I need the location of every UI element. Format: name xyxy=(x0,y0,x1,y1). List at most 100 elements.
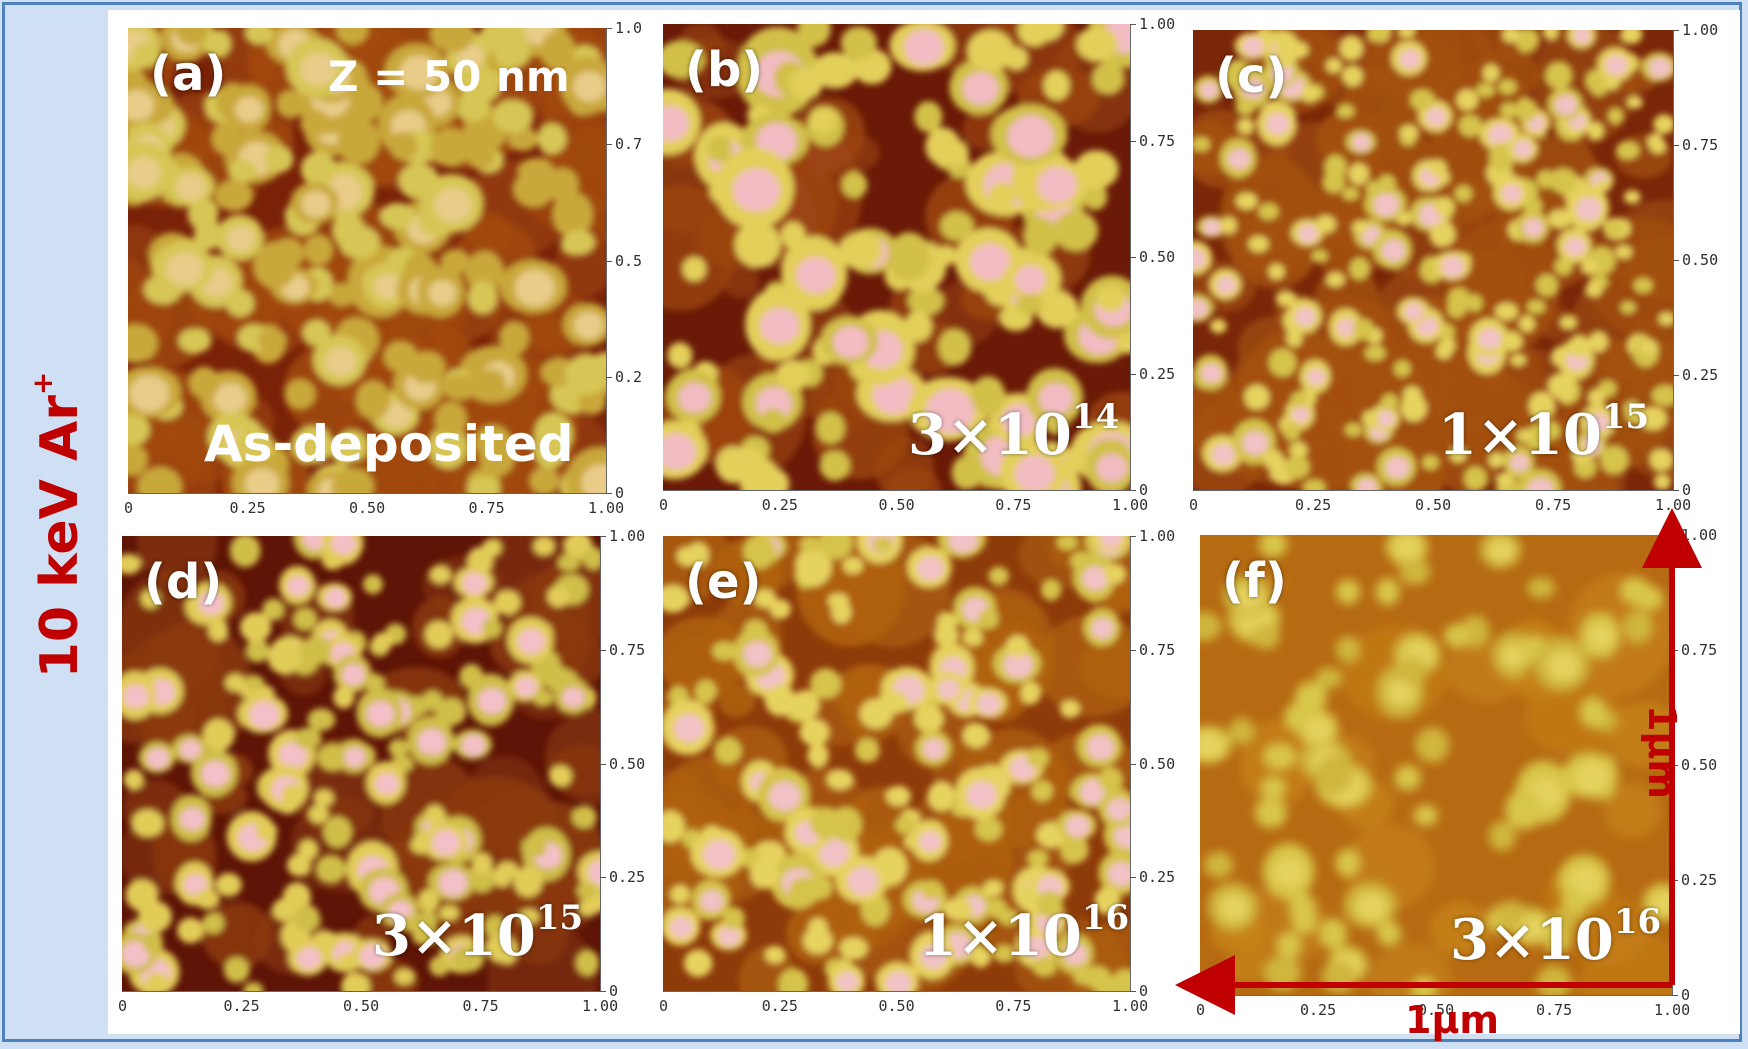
x-tick-label: 0.75 xyxy=(995,997,1032,1015)
x-tick-label: 0.75 xyxy=(462,997,499,1015)
y-tick-label: 0.75 xyxy=(1130,132,1175,150)
y-tick-label: 1.0 xyxy=(606,19,642,37)
scale-bar-y-label: 1μm xyxy=(1640,705,1684,799)
afm-image xyxy=(663,24,1130,490)
afm-topography xyxy=(663,24,1130,490)
y-tick-label: 0.25 xyxy=(1673,366,1718,384)
panel-label: (d) xyxy=(144,554,223,610)
y-tick-label: 0.50 xyxy=(1673,251,1718,269)
x-tick-label: 0.25 xyxy=(761,997,798,1015)
panel-label: (b) xyxy=(685,42,764,98)
x-tick-label: 0.50 xyxy=(343,997,380,1015)
afm-panel-a: 1.0 0.7 0.5 0.2 0 0 0.25 0.50 0.75 1.00 (a) Z = 50 … xyxy=(124,19,642,517)
fluence-exponent: 16 xyxy=(1613,902,1662,943)
x-tick-label: 1.00 xyxy=(1654,1001,1691,1019)
y-tick-label: 1.00 xyxy=(600,527,645,545)
y-tick-label: 0.75 xyxy=(600,641,645,659)
x-tick-label: 0 xyxy=(659,496,669,514)
ion-beam-text: 10 keV Ar xyxy=(30,395,90,679)
y-tick-label: 0.25 xyxy=(1130,868,1175,886)
fluence-base: 3×10 xyxy=(1450,907,1614,973)
y-tick-label: 0.75 xyxy=(1130,641,1175,659)
x-tick-label: 0.50 xyxy=(1415,496,1452,514)
x-tick-label: 0 xyxy=(118,997,128,1015)
x-tick-label: 0 xyxy=(659,997,669,1015)
afm-image xyxy=(663,536,1130,991)
x-tick-label: 0.25 xyxy=(1300,1001,1337,1019)
afm-image xyxy=(128,28,606,493)
afm-topography xyxy=(1200,535,1672,995)
x-axis-line xyxy=(128,493,606,494)
x-tick-label: 0.50 xyxy=(878,997,915,1015)
x-tick-label: 1.00 xyxy=(588,499,625,517)
x-tick-label: 1.00 xyxy=(582,997,619,1015)
y-tick-label: 0.7 xyxy=(606,135,642,153)
y-tick-label: 1.00 xyxy=(1130,15,1175,33)
afm-topography xyxy=(1193,30,1673,490)
afm-image xyxy=(122,536,600,991)
x-tick-label: 0.75 xyxy=(995,496,1032,514)
afm-topography xyxy=(122,536,600,991)
y-tick-label: 0 xyxy=(606,484,624,502)
fluence-exponent: 15 xyxy=(1601,397,1650,438)
y-tick-label: 1.00 xyxy=(1130,527,1175,545)
panel-label: (c) xyxy=(1215,48,1288,104)
y-tick-label: 0.25 xyxy=(600,868,645,886)
fluence-base: 1×10 xyxy=(1438,402,1602,468)
fluence-label: 1×1015 xyxy=(1438,397,1649,468)
fluence-base: 3×10 xyxy=(372,903,536,969)
x-tick-label: 0.75 xyxy=(1535,496,1572,514)
y-tick-label: 0.25 xyxy=(1130,365,1175,383)
fluence-exponent: 14 xyxy=(1071,397,1120,438)
afm-panel-d: 1.00 0.75 0.50 0.25 0 0 0.25 0.50 0.75 1.00 (d) 3×1… xyxy=(118,527,645,1015)
afm-panel-c: 1.00 0.75 0.50 0.25 0 0 0.25 0.50 0.75 1.00 (c) 1×1… xyxy=(1189,21,1718,514)
x-axis-line xyxy=(122,991,600,992)
afm-image xyxy=(1193,30,1673,490)
y-tick-label: 0.5 xyxy=(606,252,642,270)
ion-beam-superscript: + xyxy=(26,371,59,396)
y-tick-label: 0.2 xyxy=(606,368,642,386)
x-tick-label: 0.25 xyxy=(761,496,798,514)
fluence-exponent: 16 xyxy=(1081,898,1130,939)
y-tick-label: 1.00 xyxy=(1673,21,1718,39)
x-tick-label: 0.25 xyxy=(223,997,260,1015)
x-axis-line xyxy=(1200,995,1672,996)
y-tick-label: 0.50 xyxy=(1130,755,1175,773)
y-tick-label: 1.00 xyxy=(1672,526,1717,544)
condition-label: As-deposited xyxy=(204,415,574,473)
afm-panel-f: 1.00 0.75 0.50 0.25 0 0 0.25 0.50 0.75 1.00 (f) 3×1… xyxy=(1196,526,1717,1019)
fluence-base: 3×10 xyxy=(908,402,1072,468)
panel-label: (f) xyxy=(1222,553,1287,609)
x-tick-label: 0 xyxy=(124,499,134,517)
x-tick-label: 0 xyxy=(1189,496,1199,514)
afm-topography xyxy=(128,28,606,493)
y-tick-label: 0 xyxy=(1130,481,1148,499)
x-axis-line xyxy=(663,490,1130,491)
x-tick-label: 1.00 xyxy=(1112,997,1149,1015)
y-tick-label: 0.25 xyxy=(1672,871,1717,889)
y-tick-label: 0 xyxy=(600,982,618,1000)
fluence-label: 1×1016 xyxy=(918,898,1129,969)
z-scale-label: Z = 50 nm xyxy=(328,52,570,101)
x-tick-label: 0.25 xyxy=(229,499,266,517)
scale-bar-x-label: 1μm xyxy=(1405,998,1499,1042)
afm-image xyxy=(1200,535,1672,995)
panel-label: (e) xyxy=(685,554,762,610)
panel-label: (a) xyxy=(150,46,227,102)
y-tick-label: 0 xyxy=(1130,982,1148,1000)
afm-topography xyxy=(663,536,1130,991)
y-tick-label: 0.50 xyxy=(1130,248,1175,266)
fluence-label: 3×1016 xyxy=(1450,902,1661,973)
x-tick-label: 0.75 xyxy=(468,499,505,517)
x-axis-line xyxy=(663,991,1130,992)
x-tick-label: 0.25 xyxy=(1295,496,1332,514)
x-tick-label: 0 xyxy=(1196,1001,1206,1019)
x-tick-label: 0.50 xyxy=(1418,1001,1455,1019)
y-tick-label: 0.50 xyxy=(600,755,645,773)
x-axis-line xyxy=(1193,490,1673,491)
x-tick-label: 0.50 xyxy=(349,499,386,517)
fluence-base: 1×10 xyxy=(918,903,1082,969)
x-tick-label: 0.75 xyxy=(1536,1001,1573,1019)
ion-beam-label: 10 keV Ar+ xyxy=(26,372,90,679)
y-tick-label: 0 xyxy=(1672,986,1690,1004)
